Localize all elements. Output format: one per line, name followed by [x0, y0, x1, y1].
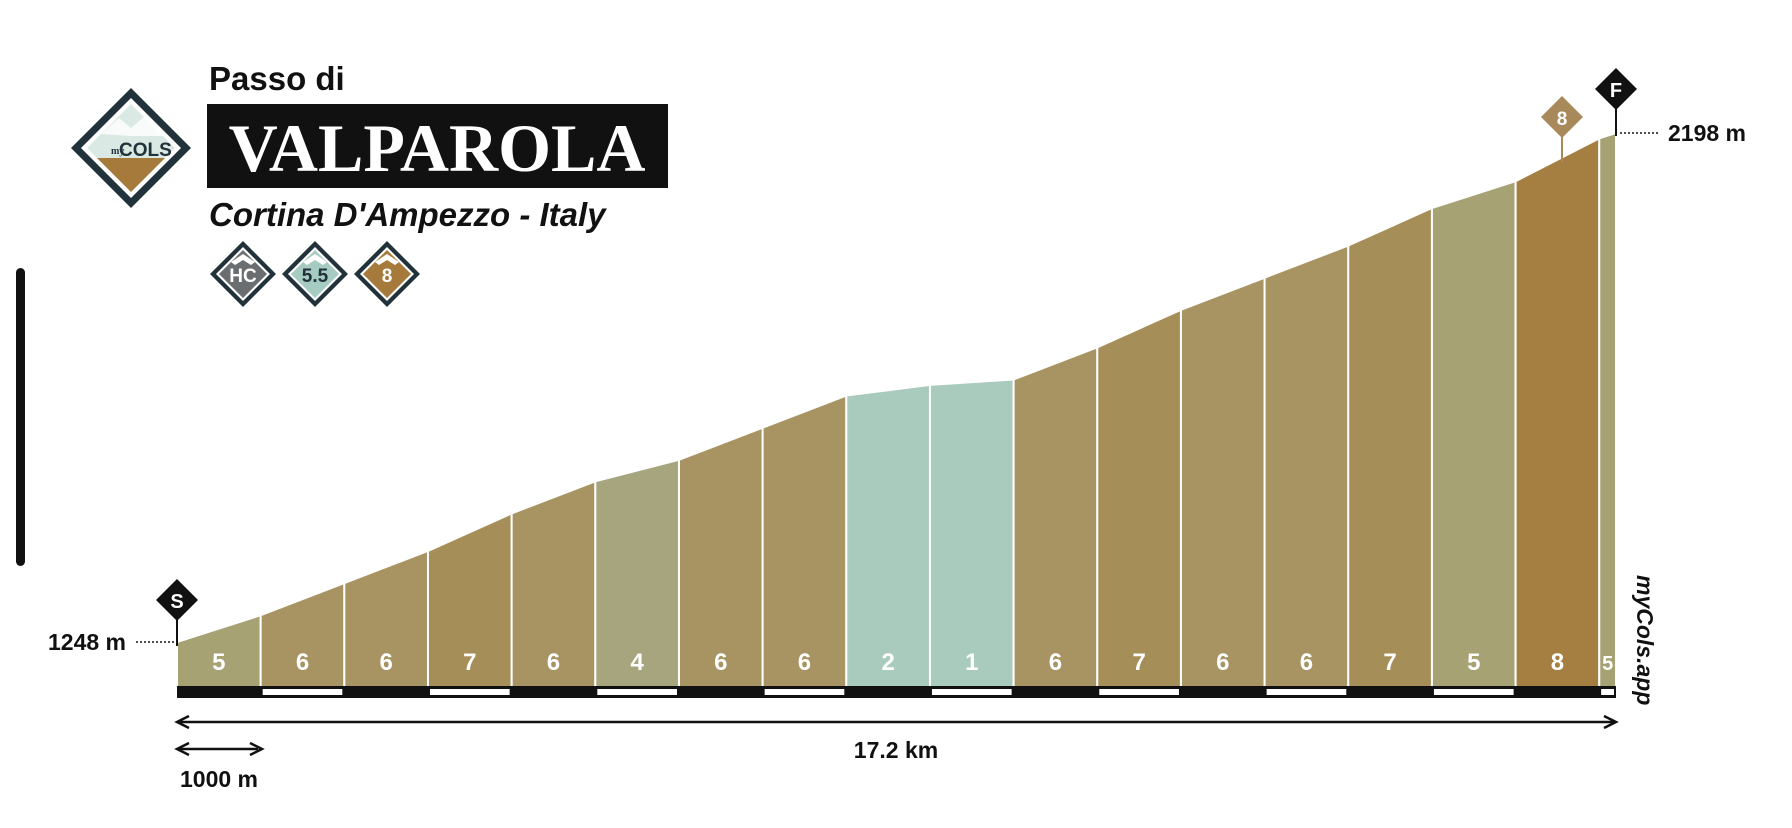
end-elevation-label: 2198 m — [1668, 120, 1746, 146]
start-marker-label: S — [170, 591, 183, 613]
segment-gradient-label: 6 — [1300, 649, 1313, 676]
km-axis-tick — [764, 689, 845, 695]
distance-arrow — [174, 714, 1619, 730]
km-axis — [177, 686, 1616, 698]
difficulty-badge-label: HC — [229, 266, 257, 287]
title-prefix: Passo di — [209, 60, 345, 97]
profile-segment — [1263, 244, 1350, 689]
profile-segment — [1096, 308, 1182, 689]
scroll-handle[interactable] — [16, 268, 25, 566]
segment-gradient-label: 5 — [1602, 653, 1613, 675]
logo-text-big: COLS — [119, 140, 172, 161]
km-axis-tick — [1099, 689, 1179, 695]
km-axis-tick — [1266, 689, 1347, 695]
difficulty-badge: 8 — [354, 241, 420, 307]
watermark: myCols.app — [1632, 575, 1658, 705]
profile-segment — [1012, 345, 1099, 689]
logo-text-small: my — [111, 146, 124, 157]
title-band — [207, 104, 668, 188]
km-axis-tick — [597, 689, 677, 695]
segment-gradient-label: 7 — [463, 649, 476, 676]
km-axis-tick — [429, 689, 510, 695]
segment-gradient-label: 2 — [881, 649, 894, 676]
start-marker: S — [156, 579, 198, 646]
difficulty-badge: HC — [210, 241, 276, 307]
difficulty-badge: 5.5 — [282, 241, 348, 307]
profile-segment — [845, 383, 931, 689]
segment-gradient-label: 8 — [1551, 649, 1564, 676]
segment-gradient-label: 5 — [212, 649, 225, 676]
finish-marker: F — [1595, 68, 1637, 136]
segment-gradient-label: 1 — [965, 649, 978, 676]
segment-gradient-label: 6 — [547, 649, 560, 676]
total-distance-label: 17.2 km — [854, 737, 938, 763]
segment-gradient-label: 4 — [630, 649, 644, 676]
profile-segment — [1347, 206, 1433, 689]
km-axis-tick — [1601, 689, 1614, 695]
segment-gradient-label: 6 — [379, 649, 392, 676]
profile-segment — [761, 394, 848, 689]
difficulty-badge-label: 5.5 — [302, 266, 329, 287]
location: Cortina D'Ampezzo - Italy — [209, 196, 607, 233]
profile-segment — [1514, 136, 1601, 689]
segment-gradient-label: 5 — [1467, 649, 1480, 676]
climb-name: VALPAROLA — [229, 110, 646, 186]
difficulty-badge-label: 8 — [382, 266, 393, 287]
summit-gradient-badge: 8 — [1541, 96, 1583, 162]
segment-gradient-label: 6 — [714, 649, 727, 676]
profile-segment — [928, 378, 1015, 689]
scale-label: 1000 m — [180, 766, 258, 792]
segment-gradient-label: 6 — [296, 649, 309, 676]
scale-arrow — [174, 741, 265, 757]
summit-badge-label: 8 — [1557, 109, 1568, 130]
segment-gradient-label: 6 — [1216, 649, 1229, 676]
segment-gradient-label: 6 — [798, 649, 811, 676]
km-axis-tick — [931, 689, 1012, 695]
segment-gradient-label: 7 — [1383, 649, 1396, 676]
start-elevation-label: 1248 m — [48, 629, 126, 655]
profile-segment — [1430, 179, 1517, 689]
profile-segment — [1179, 276, 1266, 689]
mycols-logo: my COLS — [71, 88, 191, 208]
segment-gradient-label: 6 — [1049, 649, 1062, 676]
km-axis-tick — [1433, 689, 1514, 695]
segment-gradient-label: 7 — [1132, 649, 1145, 676]
finish-marker-label: F — [1610, 80, 1622, 102]
km-axis-tick — [262, 689, 343, 695]
profile-segment — [1598, 131, 1617, 689]
